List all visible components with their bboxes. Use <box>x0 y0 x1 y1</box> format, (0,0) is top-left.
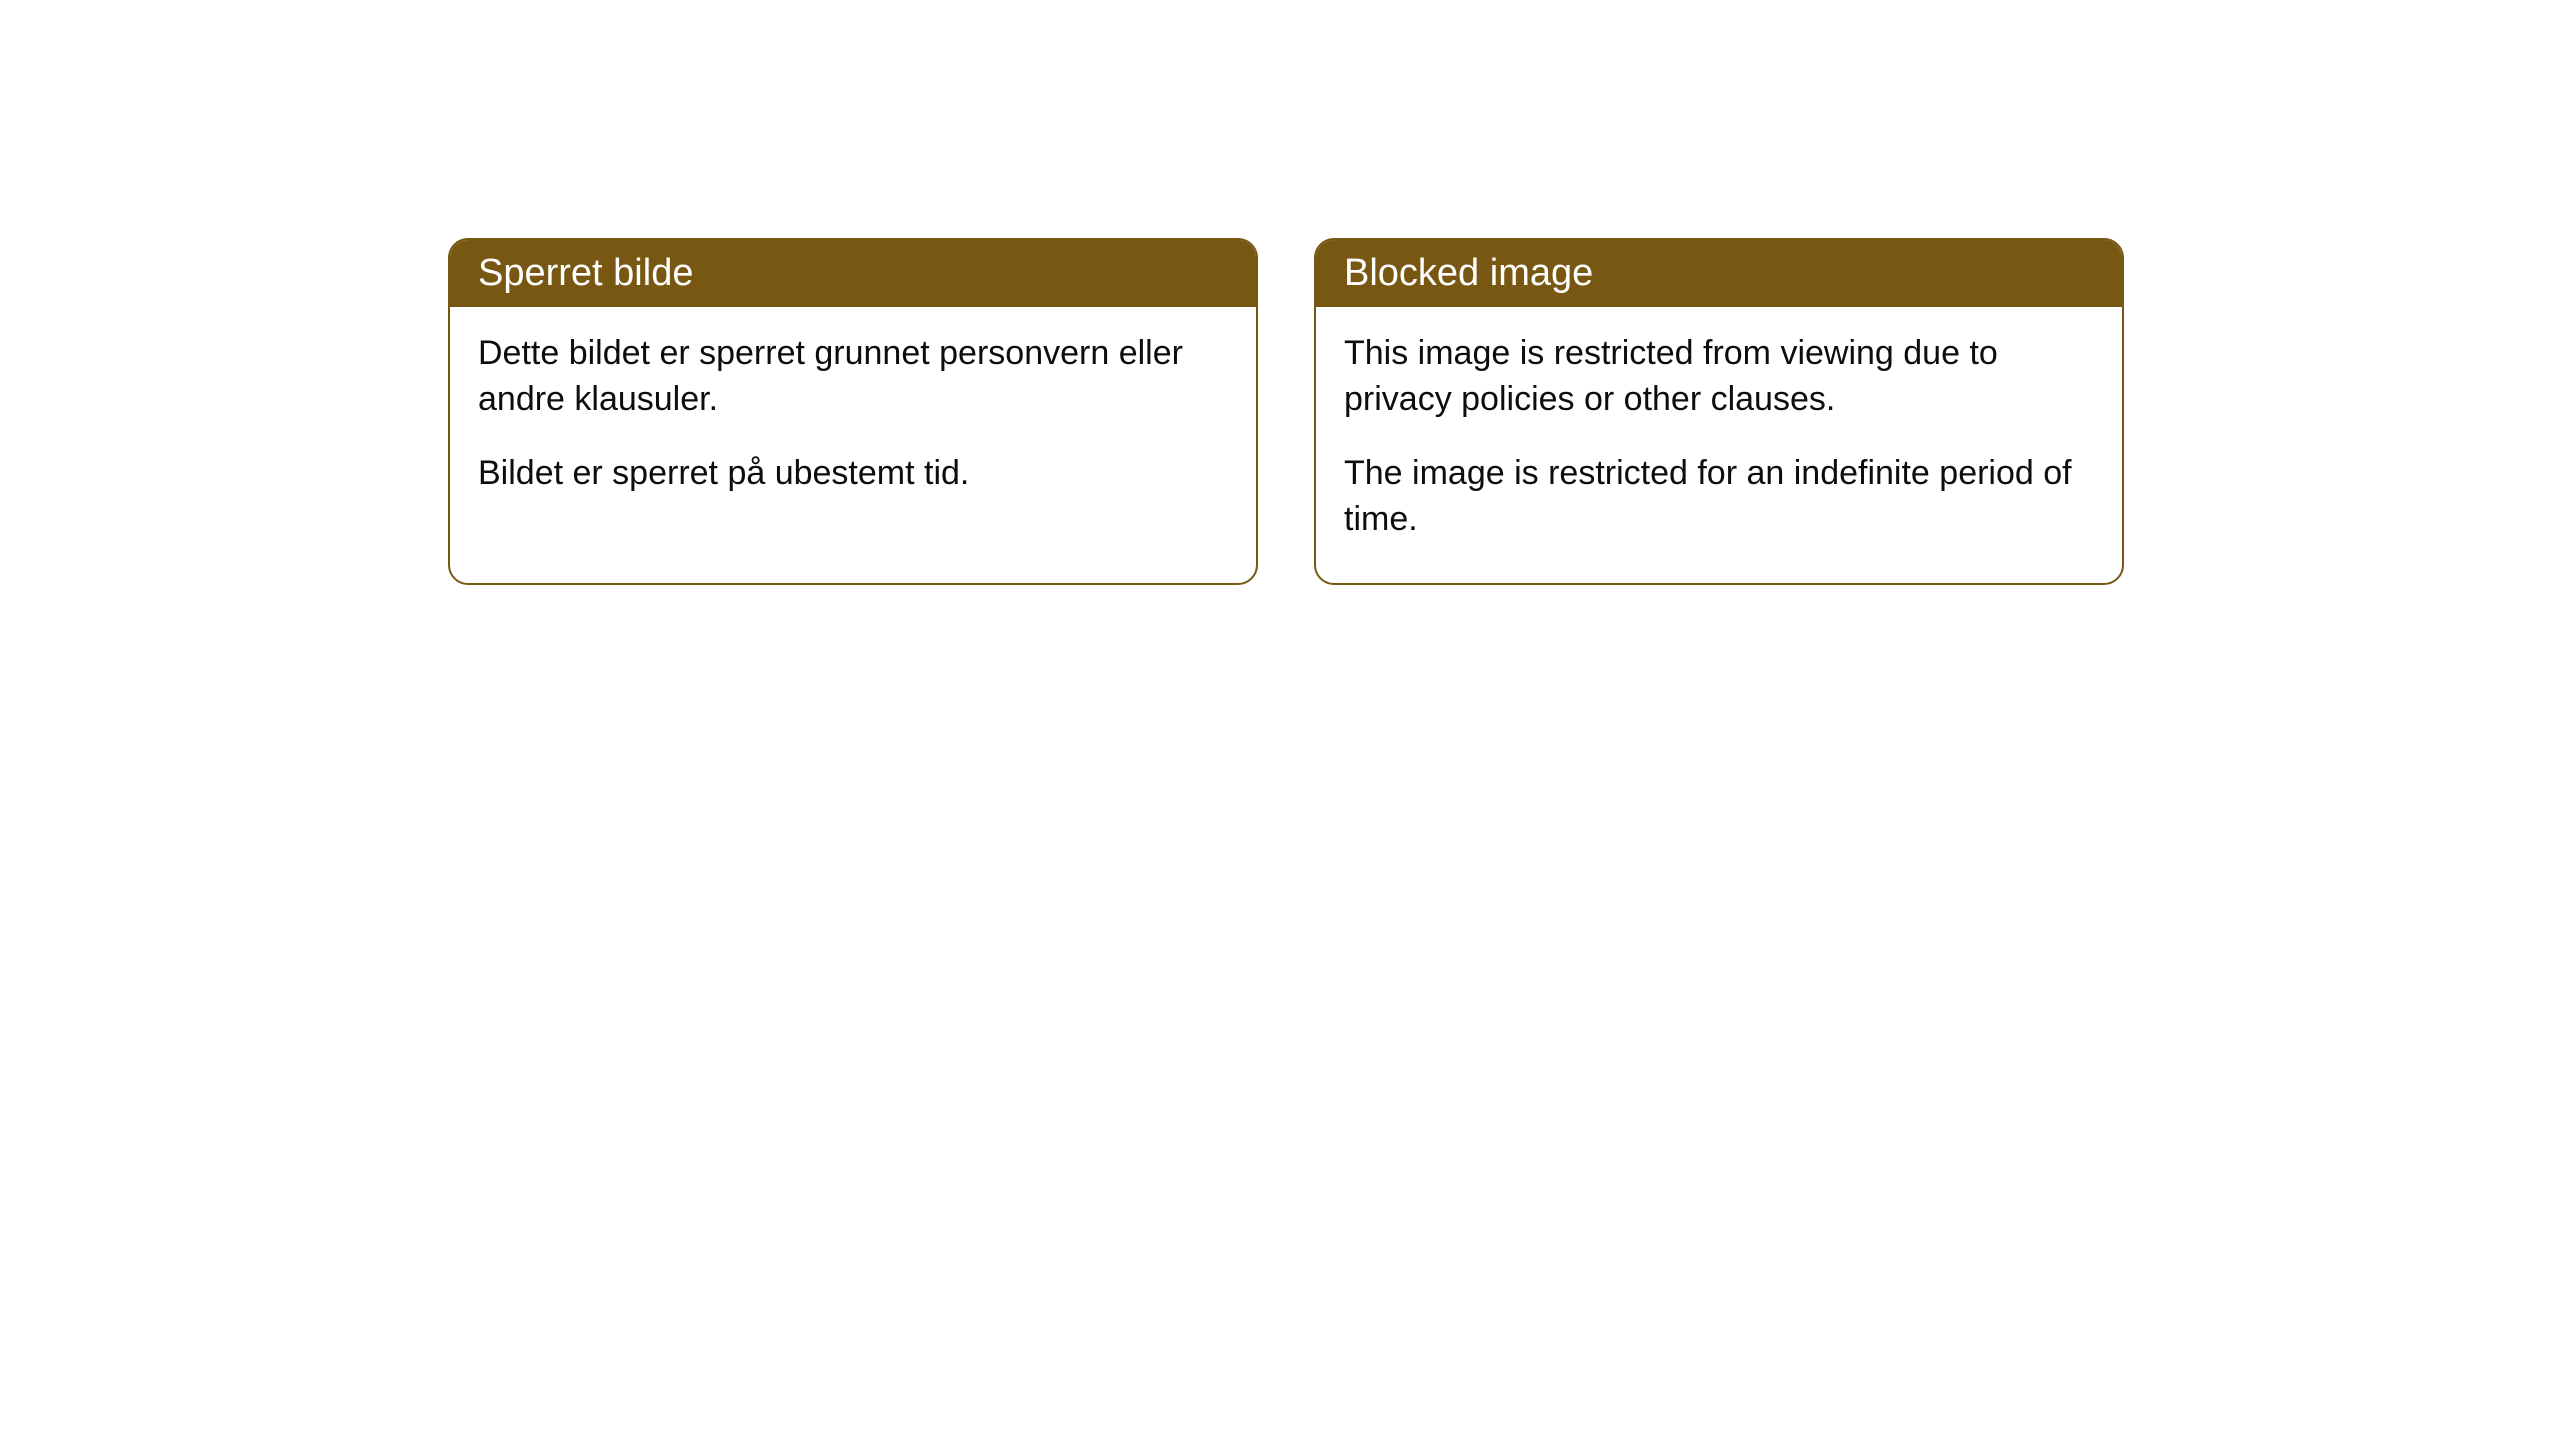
card-paragraph-2: Bildet er sperret på ubestemt tid. <box>478 451 1228 497</box>
card-paragraph-1: Dette bildet er sperret grunnet personve… <box>478 331 1228 423</box>
notice-card-norwegian: Sperret bilde Dette bildet er sperret gr… <box>448 238 1258 585</box>
notice-card-english: Blocked image This image is restricted f… <box>1314 238 2124 585</box>
card-paragraph-1: This image is restricted from viewing du… <box>1344 331 2094 423</box>
card-title: Blocked image <box>1344 252 1593 294</box>
card-body-english: This image is restricted from viewing du… <box>1316 307 2122 583</box>
card-title: Sperret bilde <box>478 252 693 294</box>
card-header-english: Blocked image <box>1316 240 2122 307</box>
notice-cards-container: Sperret bilde Dette bildet er sperret gr… <box>448 238 2124 585</box>
card-header-norwegian: Sperret bilde <box>450 240 1256 307</box>
card-body-norwegian: Dette bildet er sperret grunnet personve… <box>450 307 1256 537</box>
card-paragraph-2: The image is restricted for an indefinit… <box>1344 451 2094 543</box>
